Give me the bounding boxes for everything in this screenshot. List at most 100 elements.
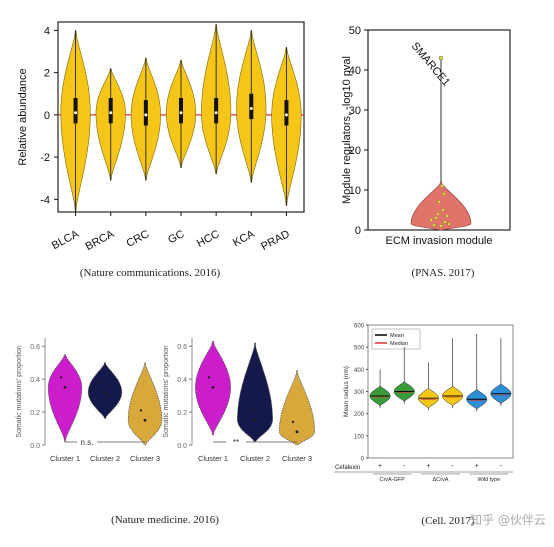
x-tick-label-Cluster 3: Cluster 3 — [282, 454, 312, 463]
data-point — [440, 184, 444, 188]
x-tick-label-CRC: CRC — [125, 228, 152, 250]
violin-Cluster 3 — [278, 370, 316, 446]
data-point — [437, 200, 441, 204]
data-point — [436, 212, 440, 216]
legend-label-Median: Median — [390, 341, 408, 347]
y-tick-label: 0 — [44, 110, 50, 122]
box-BRCA — [108, 98, 113, 124]
y-tick-label: 0.0 — [177, 443, 187, 450]
data-point — [291, 420, 295, 424]
y-tick-label: 0.0 — [30, 443, 40, 450]
box-BLCA — [73, 98, 78, 124]
significance-label: ** — [233, 438, 239, 447]
x-tick-label-Cluster 1: Cluster 1 — [50, 454, 80, 463]
box-PRAD — [284, 100, 289, 126]
y-tick-label: 600 — [354, 324, 365, 330]
median-PRAD — [284, 113, 288, 117]
median-KCA — [249, 107, 253, 111]
y-axis-label: Somatic mutations' proportion — [163, 345, 170, 437]
y-tick-label: 0.2 — [30, 410, 40, 417]
data-point — [432, 223, 436, 227]
legend-label-Mean: Mean — [390, 333, 404, 339]
median-point — [211, 385, 215, 389]
data-point — [442, 192, 446, 196]
y-axis-label: Somatic mutations' proportion — [16, 345, 23, 437]
median-point — [295, 430, 299, 434]
y-tick-label: 300 — [354, 390, 365, 396]
box-CRC — [143, 100, 148, 126]
y-tick-label: 400 — [354, 368, 365, 374]
median-point — [103, 390, 107, 394]
y-tick-label: 0.2 — [177, 410, 187, 417]
y-axis-label: Mean radius (nm) — [343, 366, 350, 417]
box-GC — [179, 98, 183, 124]
x-tick-label-BLCA: BLCA — [50, 228, 82, 252]
median-HCC — [214, 111, 218, 115]
box-KCA — [249, 93, 254, 120]
y-tick-label: -2 — [40, 152, 50, 164]
data-point — [99, 381, 103, 384]
caption-nature-medicine: (Nature medicine. 2016) — [111, 514, 219, 526]
annotation-smarce1: SMARCE1 — [409, 40, 452, 88]
median-CRC — [144, 113, 148, 117]
data-point — [429, 218, 433, 222]
y-tick-label: 10 — [349, 185, 361, 197]
y-tick-label: 30 — [349, 105, 361, 117]
caption-pnas: (PNAS. 2017) — [412, 267, 475, 279]
y-tick-label: 0 — [361, 457, 365, 463]
chart-nature-communications: 4 2 0 -2 -4 Relative abundance BLCA BRCA CRC GC HC… — [17, 21, 305, 253]
chart-pnas: 50 40 30 20 10 0 Module regulators, -log10 pva… — [341, 25, 511, 247]
violin-ecm — [410, 181, 472, 231]
median-BLCA — [74, 111, 78, 115]
violin-Cluster 2 — [237, 342, 273, 443]
x-tick-label-Cluster 1: Cluster 1 — [198, 454, 228, 463]
cefalexin-sign: - — [500, 463, 503, 470]
data-point — [434, 216, 438, 220]
x-tick-label-KCA: KCA — [231, 228, 257, 250]
chart-cell: 600 500 400 300 200 100 0 Mean radius (nm) Mean M… — [334, 324, 514, 483]
y-tick-label: 20 — [349, 145, 361, 157]
data-point — [441, 208, 445, 212]
cefalexin-sign: + — [378, 463, 382, 470]
median-point — [63, 385, 67, 389]
violin-Cluster 1 — [47, 354, 83, 443]
median-GC — [179, 111, 183, 115]
caption-nature-communications: (Nature communications. 2016) — [80, 267, 221, 279]
x-tick-label-Cluster 2: Cluster 2 — [90, 454, 120, 463]
y-axis-label: Relative abundance — [17, 68, 29, 165]
data-point — [249, 409, 253, 412]
x-tick-label-Cluster 2: Cluster 2 — [240, 454, 270, 463]
y-tick-label: 100 — [354, 434, 365, 440]
y-tick-label: 200 — [354, 412, 365, 418]
y-axis-label: Module regulators, -log10 pval — [341, 56, 353, 204]
row-label-cefalexin: Cefalexin — [335, 465, 360, 471]
watermark: 知乎 @伙伴云 — [470, 513, 546, 527]
data-point — [139, 409, 143, 412]
cefalexin-sign: + — [426, 463, 430, 470]
caption-cell: (Cell. 2017) — [421, 515, 474, 527]
y-tick-label: 2 — [44, 68, 50, 80]
x-tick-label-HCC: HCC — [195, 228, 222, 250]
data-point — [443, 220, 447, 224]
median-point — [253, 418, 257, 422]
y-tick-label: -4 — [40, 194, 50, 206]
y-tick-label: 0.4 — [30, 377, 40, 384]
violin-Cluster 2 — [87, 362, 123, 420]
cefalexin-sign: - — [403, 463, 406, 470]
group-label-0: CrvA-GFP — [379, 477, 405, 483]
y-tick-label: 0 — [355, 225, 361, 237]
x-tick-label-PRAD: PRAD — [259, 228, 292, 253]
median-BRCA — [109, 111, 113, 115]
x-tick-label-GC: GC — [166, 228, 186, 246]
cefalexin-sign: - — [451, 463, 454, 470]
y-tick-label: 500 — [354, 346, 365, 352]
data-point — [439, 224, 443, 228]
y-tick-label: 0.6 — [177, 344, 187, 351]
y-tick-label: 50 — [349, 25, 361, 37]
y-tick-label: 40 — [349, 65, 361, 77]
significance-label: n.s. — [81, 438, 94, 447]
legend-box — [371, 328, 421, 350]
data-point — [207, 376, 211, 379]
x-tick-label-Cluster 3: Cluster 3 — [130, 454, 160, 463]
